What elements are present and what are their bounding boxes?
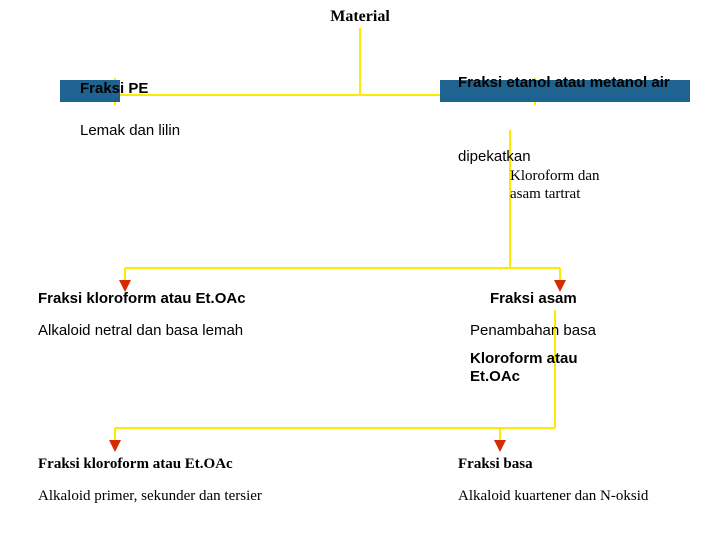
- fraksi-basa-heading: Fraksi basa: [458, 456, 533, 473]
- fraksi-kloroform-3-heading: Fraksi kloroform atau Et.OAc: [38, 456, 233, 473]
- fraksi-asam-heading: Fraksi asam: [490, 290, 577, 307]
- kloroform-etoac-2: Et.OAc: [470, 368, 520, 385]
- fraksi-pe-sub: Lemak dan lilin: [80, 122, 180, 139]
- kloroform-reagent-1: Kloroform dan: [510, 168, 600, 185]
- alkaloid-netral-sub: Alkaloid netral dan basa lemah: [38, 322, 243, 339]
- alkaloid-kuartener-sub: Alkaloid kuartener dan N-oksid: [458, 488, 648, 505]
- fraksi-kloroform-heading: Fraksi kloroform atau Et.OAc: [38, 290, 246, 307]
- kloroform-reagent-2: asam tartrat: [510, 186, 580, 203]
- kloroform-etoac-1: Kloroform atau: [470, 350, 578, 367]
- fraksi-pe-heading: Fraksi PE: [80, 80, 148, 97]
- dipekatkan-label: dipekatkan: [458, 148, 531, 165]
- alkaloid-primer-sub: Alkaloid primer, sekunder dan tersier: [38, 488, 262, 505]
- fraksi-etanol-heading: Fraksi etanol atau metanol air: [458, 74, 678, 92]
- penambahan-basa-label: Penambahan basa: [470, 322, 596, 339]
